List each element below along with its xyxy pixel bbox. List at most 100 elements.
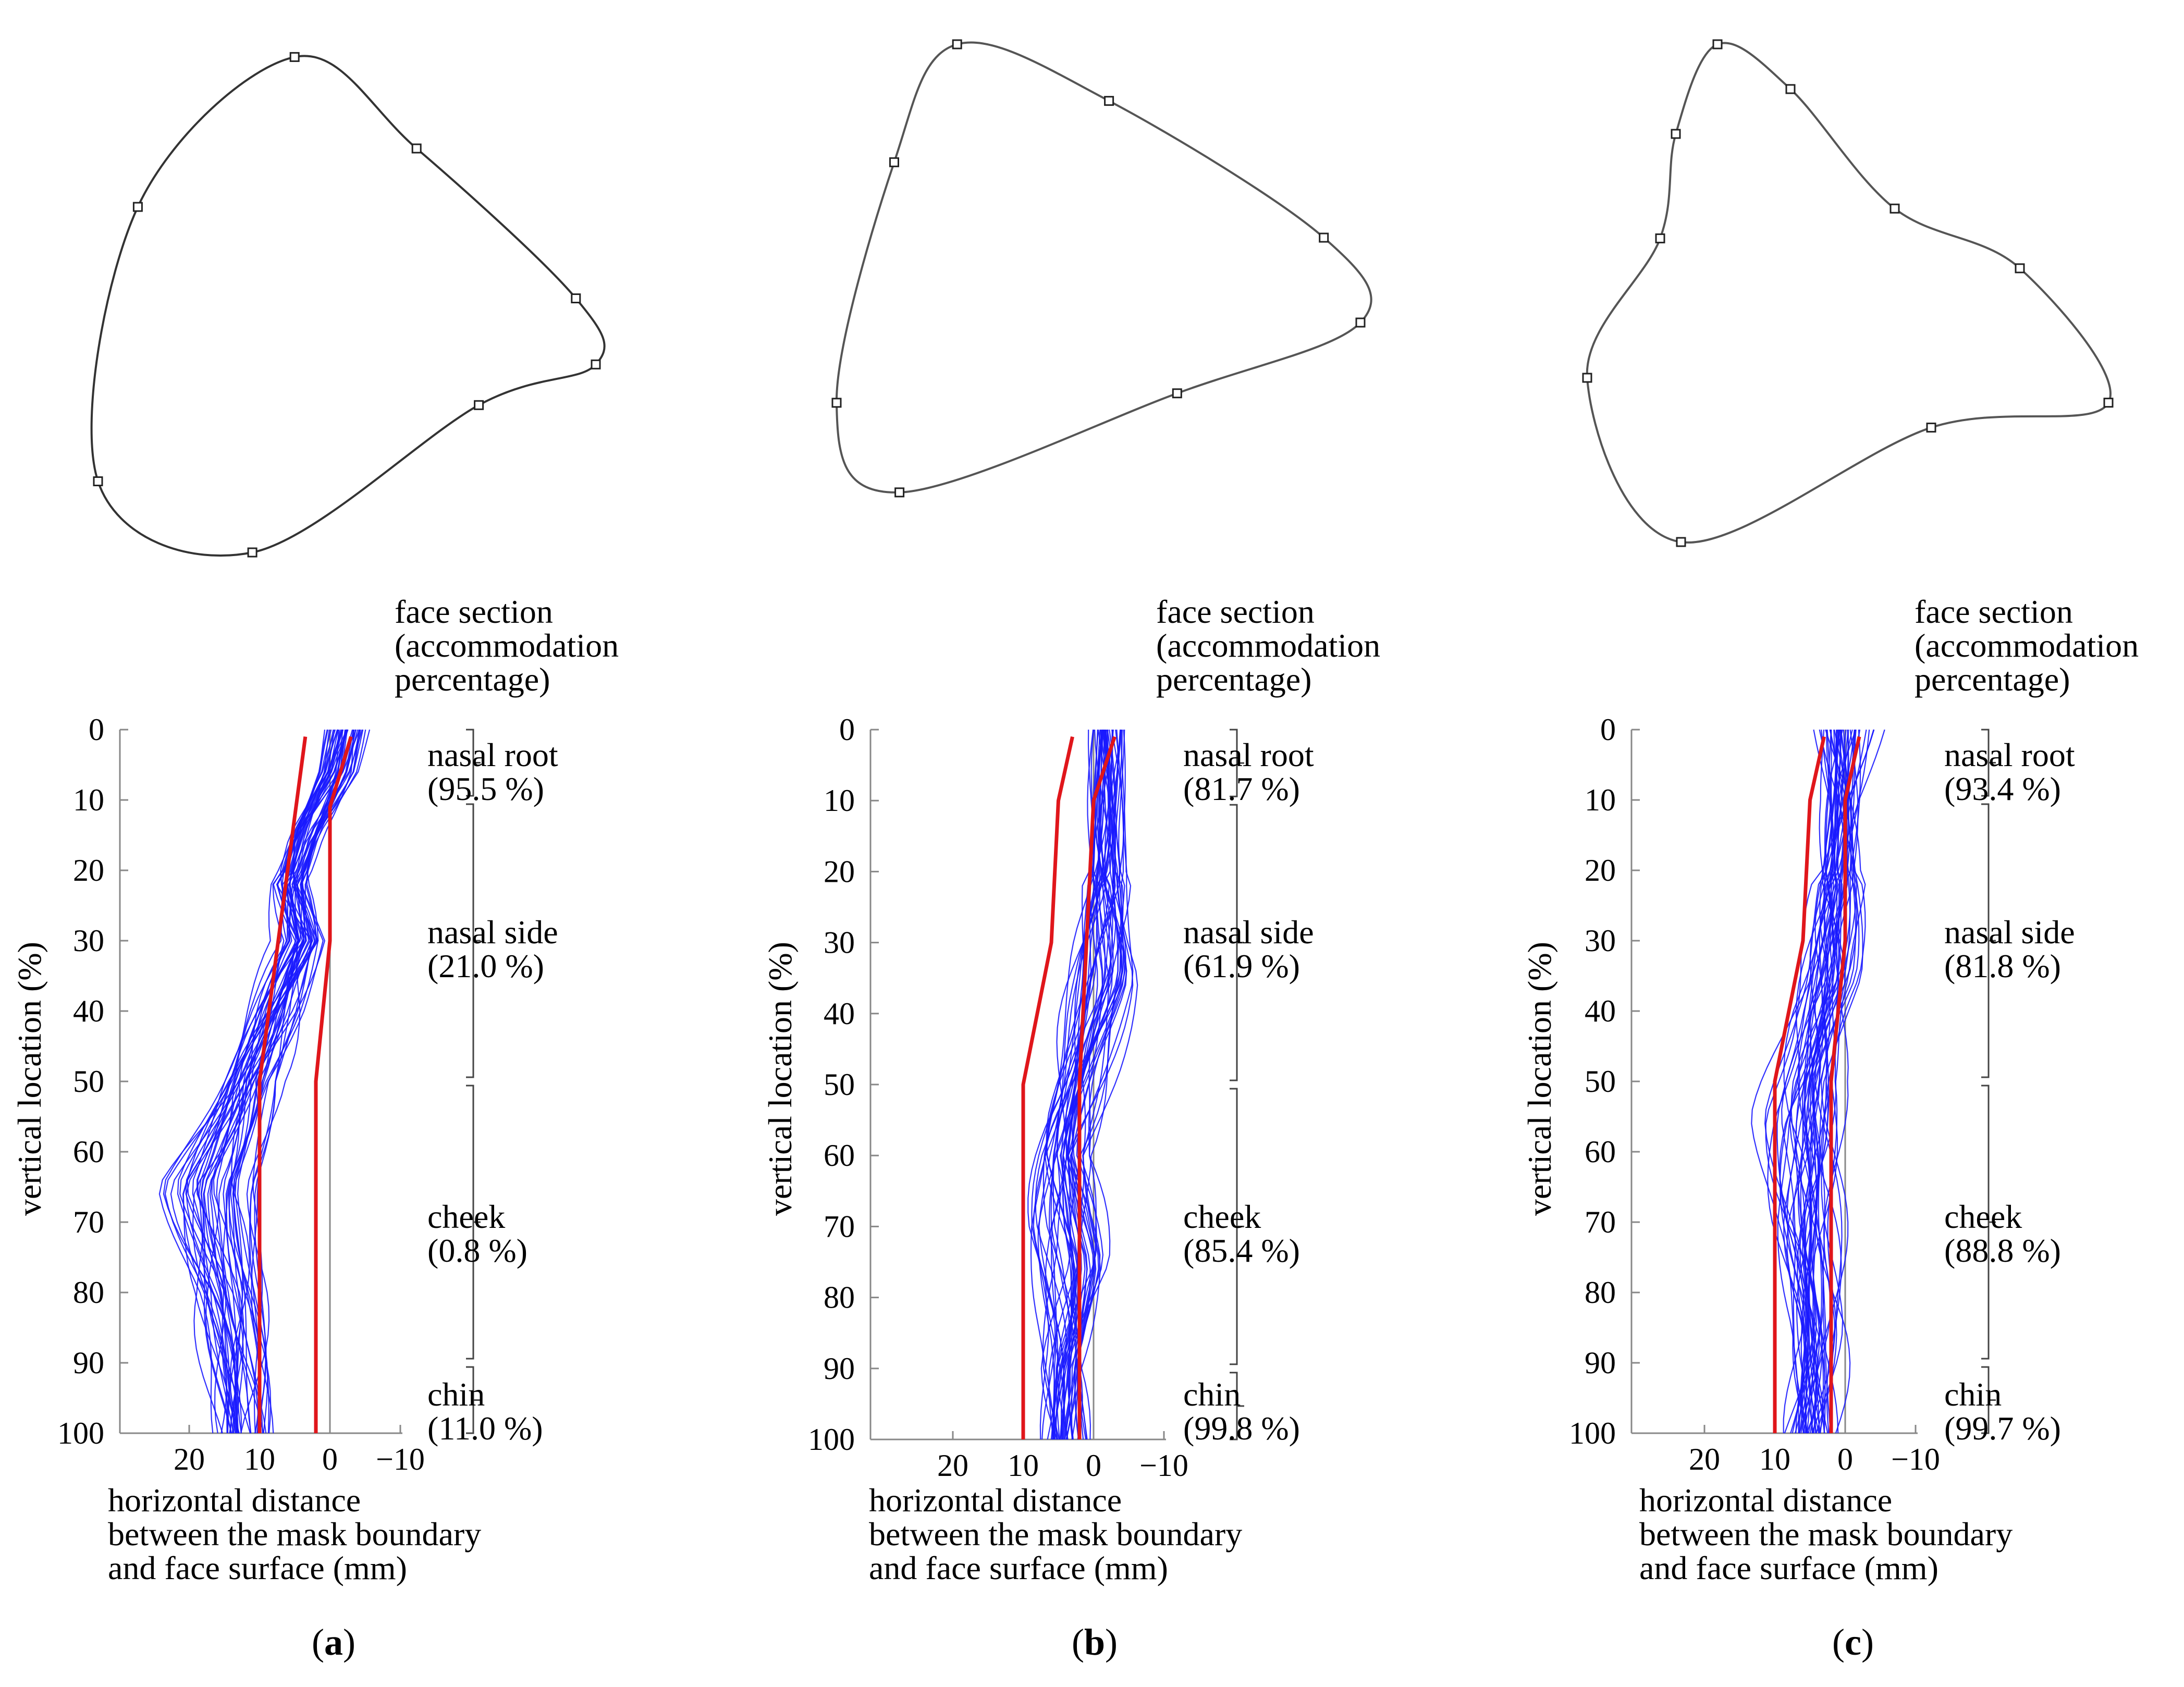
y-tick-label: 40 [824, 996, 855, 1031]
control-point-marker [1712, 39, 1723, 50]
measurement-curve [225, 729, 332, 1434]
section-pct: (61.9 %) [1183, 947, 1300, 984]
header-line-2: (accommodation [1156, 627, 1380, 664]
section-bracket [466, 729, 481, 797]
y-tick-label: 50 [1585, 1064, 1616, 1099]
face-outline [90, 55, 606, 557]
x-tick-label: 10 [244, 1442, 275, 1476]
y-tick-label: 70 [73, 1205, 104, 1239]
y-tick-label: 10 [73, 783, 104, 817]
section-bracket [1981, 729, 1996, 797]
section-name: nasal side [1183, 914, 1314, 951]
section-bracket [1981, 1366, 1996, 1434]
y-axis-label: vertical location (%) [1521, 942, 1558, 1216]
measurement-curve [200, 729, 349, 1434]
face-section-header-c: face section (accommodation percentage) [1915, 593, 2139, 698]
control-point-marker [2015, 263, 2025, 274]
control-point-marker [1582, 373, 1592, 383]
y-tick-label: 90 [73, 1346, 104, 1380]
face-outline [1586, 42, 2112, 544]
measurement-curves [158, 729, 371, 1434]
section-bracket [466, 803, 481, 1078]
x-axis-label-line-1: horizontal distance [108, 1482, 361, 1519]
control-point-marker [889, 157, 899, 167]
y-tick-label: 70 [824, 1209, 855, 1243]
measurement-curve [1790, 729, 1856, 1434]
caption-open: ( [1072, 1621, 1084, 1663]
control-point-marker [1785, 84, 1796, 94]
y-tick-label: 100 [808, 1422, 855, 1457]
section-name: cheek [1944, 1198, 2022, 1235]
section-pct: (85.4 %) [1183, 1232, 1300, 1269]
x-tick-label: 10 [1008, 1448, 1039, 1483]
x-tick-label: 20 [174, 1442, 205, 1476]
x-axis-label-c: horizontal distance between the mask bou… [1639, 1482, 2013, 1586]
measurement-curve [228, 729, 347, 1434]
face-section-header-a: face section (accommodation percentage) [395, 593, 619, 698]
measurement-curve [1799, 729, 1866, 1434]
measurement-curve [1063, 729, 1125, 1440]
x-axis-label-b: horizontal distance between the mask bou… [869, 1482, 1242, 1586]
section-name: nasal side [427, 914, 558, 951]
face-shape-b [831, 39, 1372, 498]
limit-line [314, 736, 353, 1433]
measurement-curve [1040, 729, 1126, 1440]
control-point-marker [247, 547, 257, 558]
control-point-marker [1655, 233, 1665, 243]
y-tick-label: 100 [57, 1416, 104, 1450]
control-point-marker [132, 202, 143, 212]
y-tick-label: 80 [824, 1280, 855, 1315]
header-line-1: face section [395, 593, 553, 630]
header-line-1: face section [1156, 593, 1315, 630]
caption-close: ) [343, 1621, 355, 1663]
x-tick-label: 10 [1759, 1442, 1790, 1476]
section-pct: (0.8 %) [427, 1232, 527, 1269]
y-tick-label: 60 [1585, 1135, 1616, 1169]
control-point-marker [1319, 232, 1329, 243]
x-tick-label: −10 [376, 1442, 425, 1476]
control-point-marker [1671, 129, 1681, 139]
caption-c: (c) [1832, 1621, 1874, 1663]
x-tick-label: −10 [1891, 1442, 1940, 1476]
y-tick-label: 0 [89, 712, 104, 747]
x-tick-label: 20 [937, 1448, 968, 1483]
y-axis-label: vertical location (%) [762, 942, 799, 1216]
section-bracket [1981, 803, 1996, 1078]
y-tick-label: 60 [73, 1135, 104, 1169]
measurement-curve [185, 729, 361, 1434]
section-pct: (11.0 %) [427, 1410, 543, 1447]
y-tick-label: 60 [824, 1138, 855, 1173]
x-tick-label: 0 [322, 1442, 338, 1476]
control-point-marker [1676, 537, 1686, 547]
y-tick-label: 70 [1585, 1205, 1616, 1239]
caption-close: ) [1861, 1621, 1874, 1663]
measurement-curve [1777, 729, 1857, 1434]
panel-a: face section (accommodation percentage) … [11, 52, 619, 1663]
section-name: chin [427, 1376, 485, 1413]
section-name: nasal root [1183, 736, 1314, 773]
x-axis-label-line-2: between the mask boundary [108, 1516, 481, 1553]
measurement-curve [170, 729, 361, 1434]
x-axis-label-line-3: and face surface (mm) [108, 1549, 407, 1586]
measurement-curve [1065, 729, 1122, 1440]
y-tick-label: 90 [824, 1351, 855, 1386]
section-name: cheek [1183, 1198, 1261, 1235]
y-tick-label: 20 [824, 854, 855, 889]
control-point-marker [894, 487, 905, 498]
y-tick-label: 90 [1585, 1346, 1616, 1380]
control-point-marker [93, 476, 103, 486]
section-bracket [1230, 1372, 1244, 1440]
section-name: chin [1183, 1376, 1241, 1413]
x-tick-label: 20 [1689, 1442, 1720, 1476]
y-tick-label: 40 [1585, 994, 1616, 1028]
panel-c: face section (accommodation percentage) … [1521, 39, 2139, 1663]
measurement-curve [203, 729, 341, 1434]
measurement-curve [1789, 729, 1855, 1434]
y-tick-label: 30 [73, 923, 104, 958]
limit-line [1077, 736, 1116, 1439]
x-tick-label: 0 [1086, 1448, 1101, 1483]
